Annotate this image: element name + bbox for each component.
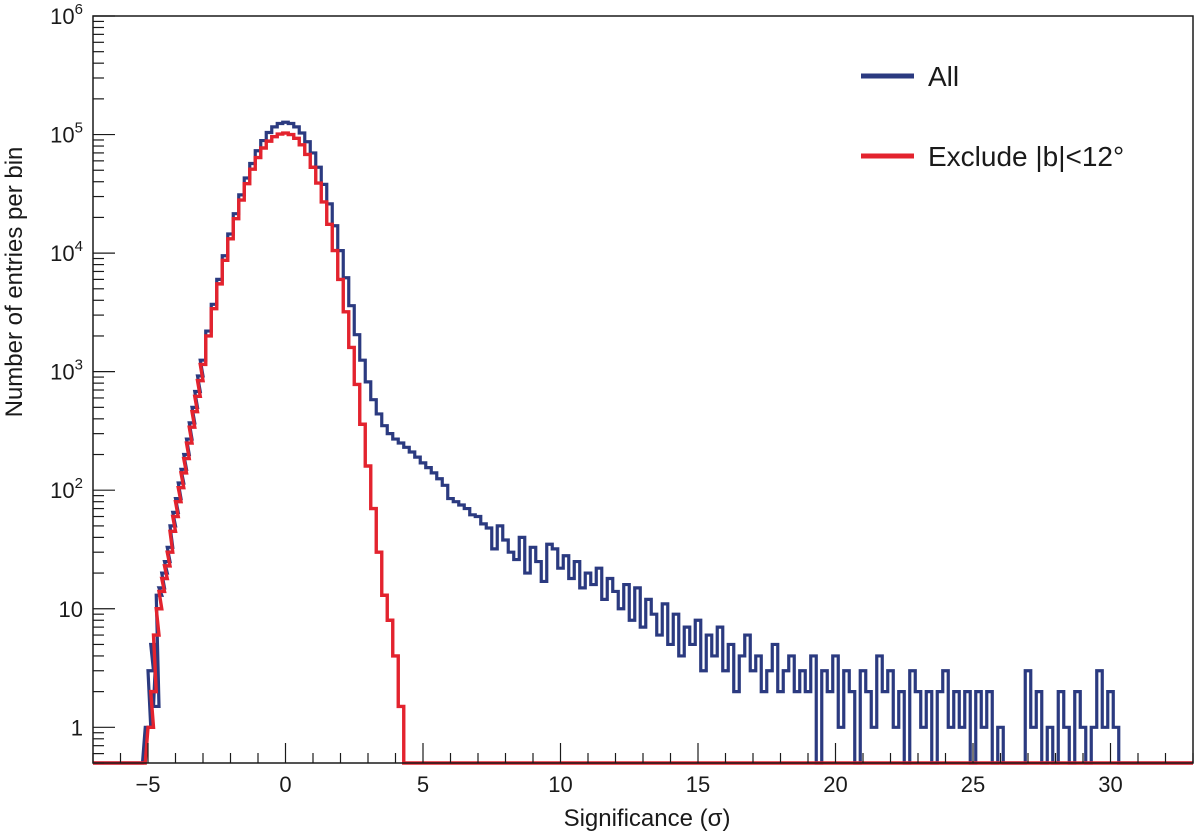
x-tick-label: 5 (417, 772, 429, 797)
legend: All Exclude |b|<12° (861, 61, 1124, 172)
y-tick-label: 102 (50, 475, 83, 503)
series-exclude-histogram (93, 131, 1193, 765)
y-tick-label: 103 (50, 357, 83, 385)
x-axis: −5 0 5 10 15 20 25 30 (92, 743, 1194, 797)
x-tick-label: 0 (279, 772, 291, 797)
y-axis-title: Number of entries per bin (1, 147, 28, 418)
plot-frame (92, 15, 1194, 764)
y-tick-label: 105 (50, 120, 83, 148)
y-tick-label: 106 (50, 1, 83, 29)
x-axis-title: Significance (σ) (564, 805, 731, 832)
series-layer (93, 120, 1193, 765)
x-tick-label: 25 (961, 772, 985, 797)
y-tick-label: 10 (59, 597, 83, 622)
y-tick-label: 1 (71, 715, 83, 740)
y-tick-label: 104 (50, 238, 83, 266)
x-tick-label: −5 (135, 772, 160, 797)
y-axis: 1 10 102 103 104 105 106 (50, 1, 115, 764)
legend-label-exclude: Exclude |b|<12° (928, 141, 1124, 172)
x-tick-label: 15 (686, 772, 710, 797)
x-tick-label: 20 (823, 772, 847, 797)
series-all-histogram (93, 120, 1193, 765)
legend-label-all: All (928, 61, 959, 92)
x-tick-label: 30 (1098, 772, 1122, 797)
x-tick-label: 10 (548, 772, 572, 797)
